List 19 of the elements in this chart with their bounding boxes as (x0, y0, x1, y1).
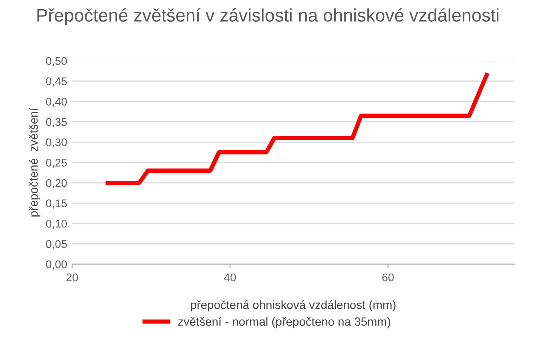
line-series (106, 73, 490, 186)
y-tick-label: 0,15 (46, 200, 68, 209)
x-tick-label: 60 (382, 274, 394, 282)
y-tick-label: 0,25 (46, 158, 68, 168)
y-tick-label: 0,50 (46, 57, 68, 66)
y-tick-label: 0,30 (46, 138, 68, 148)
y-axis-title: přepočtené zvětšení (29, 108, 40, 217)
y-tick-label: 0,40 (46, 98, 68, 108)
y-tick-label: 0,10 (46, 220, 68, 230)
y-tick-label: 0,05 (46, 240, 68, 250)
y-tick-label: 0,20 (46, 179, 68, 189)
x-tick-label: 40 (224, 274, 236, 282)
legend-label: zvětšení - normal (přepočteno na 35mm) (178, 317, 390, 328)
y-tick-label: 0,00 (46, 260, 68, 270)
y-tick-label: 0,45 (46, 78, 68, 87)
y-tick-label: 0,35 (46, 118, 68, 128)
x-tick-label: 20 (66, 274, 78, 282)
x-axis-title: přepočtená ohnisková vzdálenost (mm) (191, 300, 396, 312)
chart-title: Přepočtené zvětšení v závislosti na ohniskové vzdálenosti (38, 8, 499, 26)
